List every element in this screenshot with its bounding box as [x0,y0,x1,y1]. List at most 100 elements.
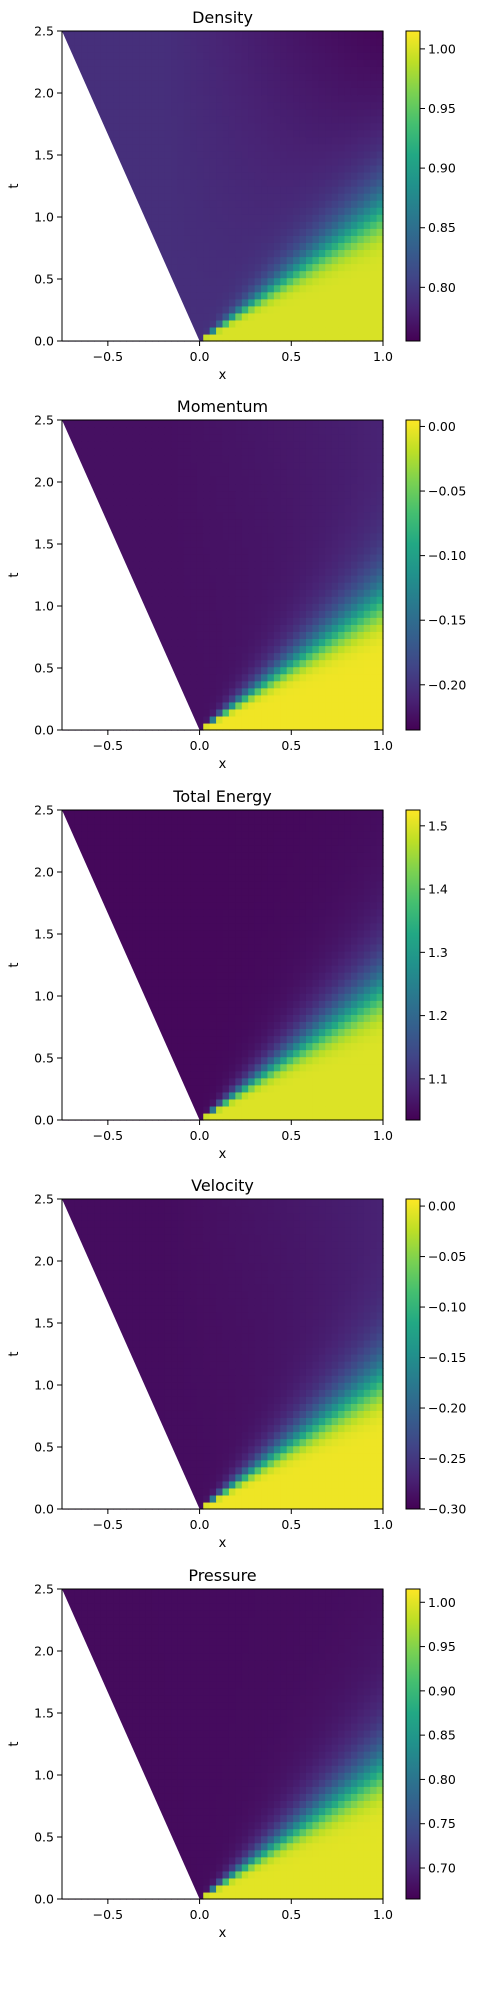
heatmap-cell [171,553,179,562]
heatmap-cell [338,687,346,696]
heatmap-cell [190,52,198,60]
heatmap-cell [222,1084,230,1093]
x-tick-label: −0.5 [93,738,123,753]
heatmap-cell [286,638,294,647]
heatmap-cell [338,1070,346,1079]
heatmap-cell [203,603,211,611]
heatmap-cell [113,73,121,81]
heatmap-cell [273,221,281,229]
heatmap-cell [222,434,230,442]
heatmap-cell [222,178,230,187]
heatmap-cell [241,427,249,435]
y-tick-label: 1.0 [34,210,54,225]
heatmap-cell [248,186,256,194]
heatmap-cell [312,560,320,569]
heatmap-cell [267,448,275,456]
heatmap-cell [183,567,191,576]
heatmap-cell [241,1084,249,1093]
heatmap-cell [196,186,204,194]
heatmap-cell [267,94,275,103]
heatmap-cell [203,497,211,506]
heatmap-cell [325,511,333,520]
heatmap-cell [261,101,269,110]
heatmap-cell [318,539,326,548]
heatmap-cell [318,469,326,477]
heatmap-cell [280,326,288,335]
heatmap-cell [293,610,301,618]
heatmap-cell [190,277,198,286]
heatmap-cell [216,687,224,696]
heatmap-cell [370,708,378,717]
heatmap-cell [261,94,269,103]
heatmap-cell [273,701,281,710]
heatmap-cell [376,312,384,321]
heatmap-cell [363,638,371,647]
heatmap-cell [376,427,384,435]
heatmap-cell [209,455,217,463]
heatmap-cell [293,178,301,187]
heatmap-cell [222,652,230,661]
heatmap-cell [228,164,236,173]
heatmap-cell [305,455,313,463]
heatmap-cell [139,115,147,124]
heatmap-cell [235,1049,243,1058]
heatmap-cell [177,45,185,53]
heatmap-cell [273,1049,281,1058]
heatmap-cell [228,207,236,215]
heatmap-cell [190,1077,198,1086]
heatmap-cell [261,525,269,534]
heatmap-cell [299,504,307,513]
heatmap-cell [241,469,249,477]
heatmap-cell [254,193,262,201]
heatmap-cell [171,80,179,88]
heatmap-cell [344,589,352,597]
heatmap-cell [305,434,313,442]
heatmap-cell [81,427,89,435]
heatmap-cell [119,157,127,166]
heatmap-cell [235,87,243,96]
heatmap-cell [344,652,352,661]
heatmap-cell [312,87,320,96]
heatmap-cell [344,504,352,513]
heatmap-cell [280,129,288,138]
heatmap-cell [357,333,365,342]
heatmap-cell [305,610,313,618]
heatmap-cell [235,143,243,152]
heatmap-cell [344,539,352,548]
heatmap-cell [203,560,211,569]
heatmap-cell [216,115,224,124]
heatmap-cell [267,722,275,731]
heatmap-cell [286,722,294,731]
heatmap-cell [190,638,198,647]
heatmap-cell [376,1084,384,1093]
heatmap-cell [100,101,108,110]
heatmap-cell [248,701,256,710]
heatmap-cell [113,52,121,60]
heatmap-cell [357,228,365,236]
heatmap-cell [81,66,89,74]
heatmap-cell [203,532,211,541]
heatmap-cell [216,108,224,117]
heatmap-cell [312,532,320,541]
y-tick-label: 0.5 [34,661,54,676]
heatmap-cell [119,518,127,527]
heatmap-cell [164,143,172,152]
heatmap-cell [145,532,153,541]
heatmap-cell [280,150,288,159]
heatmap-cell [312,638,320,647]
heatmap-cell [286,214,294,222]
heatmap-cell [126,420,134,428]
heatmap-cell [350,94,358,103]
heatmap-cell [183,1077,191,1086]
heatmap-cell [273,659,281,668]
heatmap-cell [299,298,307,307]
heatmap-cell [370,469,378,477]
heatmap-cell [350,596,358,604]
heatmap-cell [177,150,185,159]
heatmap-cell [151,582,159,590]
heatmap-cell [267,66,275,74]
heatmap-cell [280,441,288,449]
heatmap-cell [196,673,204,682]
heatmap-cell [267,249,275,258]
heatmap-cell [235,291,243,300]
